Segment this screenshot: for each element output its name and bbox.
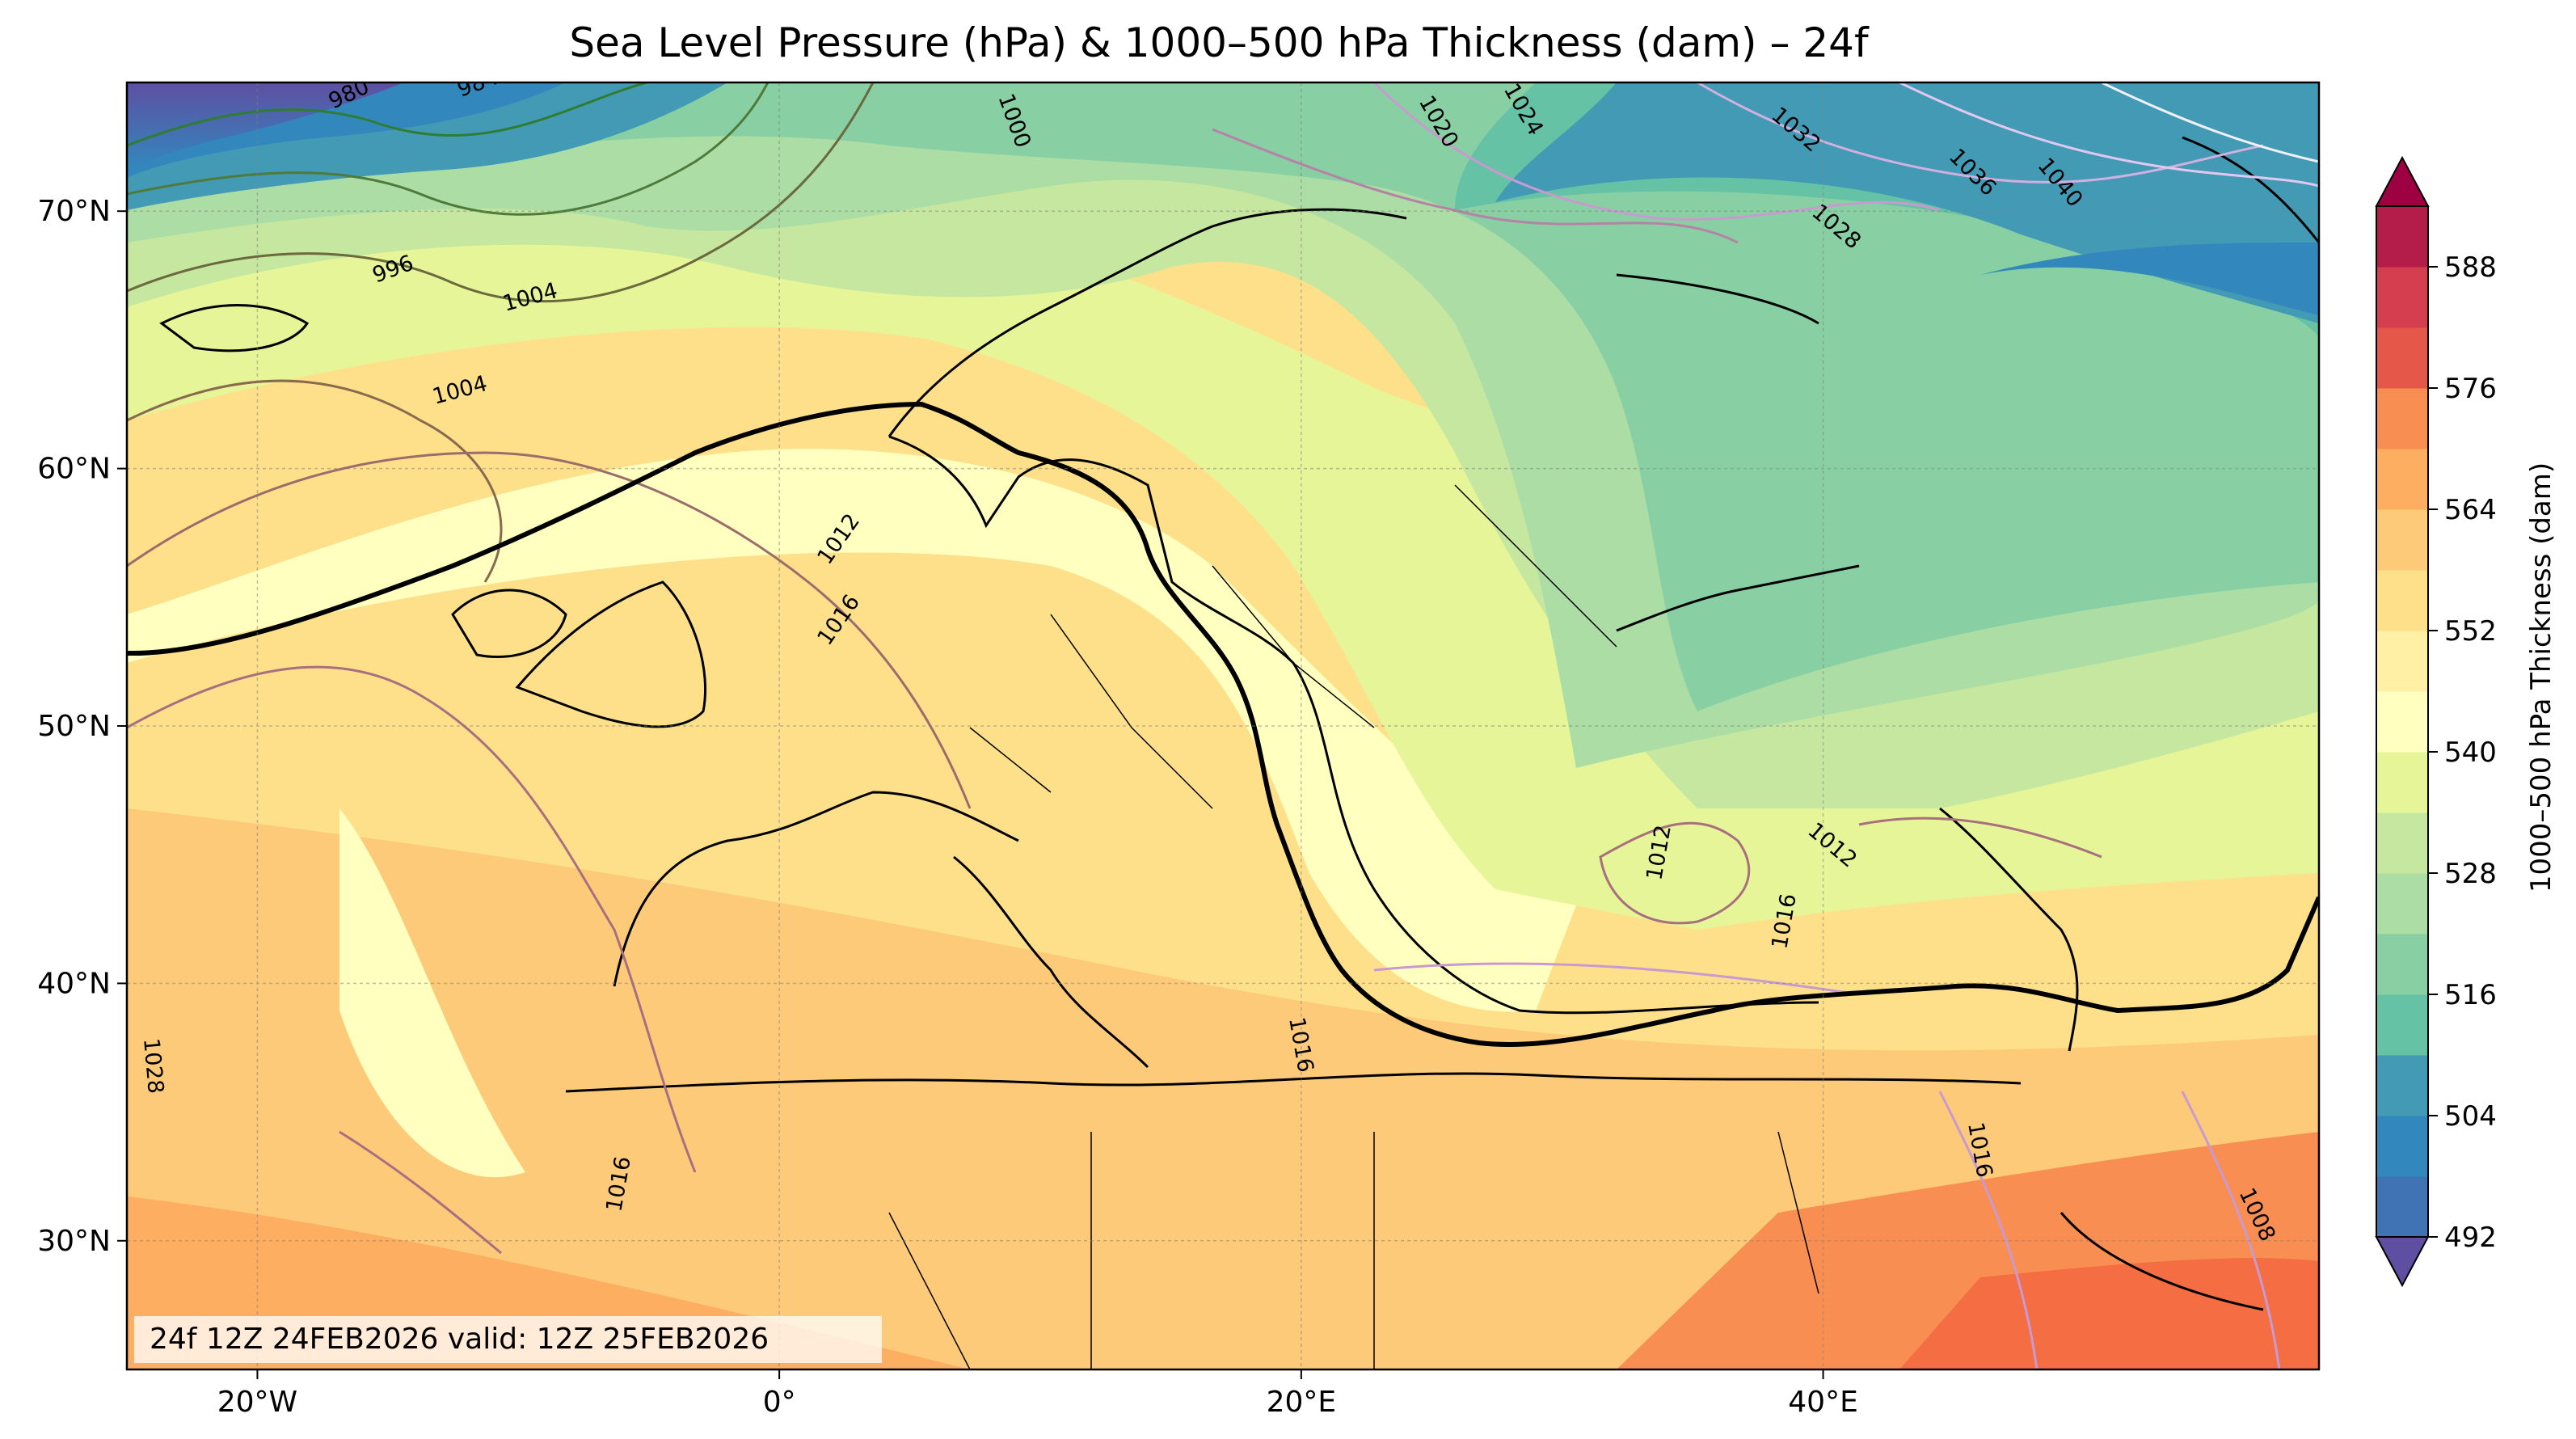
lat-tick-label: 70°N <box>37 195 111 228</box>
colorbar-bin <box>2376 1176 2428 1238</box>
lon-tick-label: 20°E <box>1267 1386 1337 1419</box>
colorbar-tick-label: 576 <box>2444 373 2497 405</box>
colorbar-bin <box>2376 388 2428 449</box>
colorbar-frame <box>2376 205 2429 1238</box>
info-box: 24f 12Z 24FEB2026 valid: 12Z 25FEB2026 <box>134 1316 882 1363</box>
colorbar-tick-label: 492 <box>2444 1222 2497 1254</box>
colorbar: 492 504 516 528 540 552 564 576 588 <box>2375 155 2497 1288</box>
lon-tick-label: 40°E <box>1788 1386 1858 1419</box>
lat-tick-label: 30°N <box>37 1225 111 1258</box>
borders <box>888 484 1819 1369</box>
colorbar-bin <box>2376 812 2428 874</box>
map-title: Sea Level Pressure (hPa) & 1000–500 hPa … <box>569 19 1870 66</box>
info-box-text: 24f 12Z 24FEB2026 valid: 12Z 25FEB2026 <box>150 1323 769 1356</box>
isobars <box>127 82 2319 1369</box>
colorbar-bin <box>2376 327 2428 389</box>
lat-tick-label: 50°N <box>37 710 111 743</box>
colorbar-bin <box>2376 631 2428 692</box>
colorbar-bin <box>2376 994 2428 1056</box>
map-area: 980 984 1000 996 1004 1004 1012 1016 102… <box>127 82 2319 1369</box>
colorbar-bin <box>2376 934 2428 995</box>
thickness-540-contour <box>127 401 2319 1047</box>
colorbar-extend-min <box>2375 1236 2430 1288</box>
colorbar-tick-label: 504 <box>2444 1100 2497 1133</box>
lat-tick-label: 60°N <box>37 453 111 486</box>
colorbar-bin <box>2376 206 2428 268</box>
colorbar-bin <box>2376 449 2428 510</box>
colorbar-bin <box>2376 873 2428 935</box>
colorbar-tick-label: 564 <box>2444 494 2497 526</box>
longitude-axis: 20°W 0° 20°E 40°E <box>217 1369 1858 1419</box>
colorbar-label: 1000–500 hPa Thickness (dam) <box>2525 462 2557 893</box>
colorbar-tick-label: 540 <box>2444 736 2497 769</box>
colorbar-bin <box>2376 509 2428 571</box>
colorbar-tick-label: 552 <box>2444 615 2497 648</box>
colorbar-bin <box>2376 267 2428 328</box>
latitude-axis: 70°N 60°N 50°N 40°N 30°N <box>37 195 127 1258</box>
colorbar-tick-label: 528 <box>2444 858 2497 890</box>
colorbar-bin <box>2376 1116 2428 1177</box>
colorbar-bin <box>2376 570 2428 631</box>
colorbar-bin <box>2376 691 2428 753</box>
isobar-label: 1028 <box>138 1037 168 1095</box>
colorbar-bin <box>2376 1055 2428 1116</box>
lat-tick-label: 40°N <box>37 967 111 1000</box>
coastlines <box>159 136 2319 1311</box>
gridlines <box>127 82 2319 1369</box>
colorbar-bin <box>2376 752 2428 813</box>
colorbar-extend-max <box>2375 155 2430 207</box>
lon-tick-label: 0° <box>763 1386 796 1419</box>
colorbar-tick-label: 516 <box>2444 979 2497 1011</box>
lon-tick-label: 20°W <box>217 1386 297 1419</box>
colorbar-tick-label: 588 <box>2444 251 2497 284</box>
